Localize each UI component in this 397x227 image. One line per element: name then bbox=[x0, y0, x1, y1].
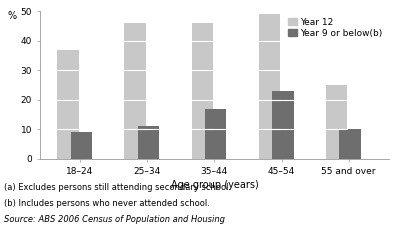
Y-axis label: %: % bbox=[8, 11, 17, 21]
Text: (b) Includes persons who never attended school.: (b) Includes persons who never attended … bbox=[4, 199, 210, 208]
Legend: Year 12, Year 9 or below(b): Year 12, Year 9 or below(b) bbox=[286, 16, 385, 40]
Bar bbox=[191, 23, 213, 159]
Bar bbox=[124, 23, 146, 159]
X-axis label: Age group (years): Age group (years) bbox=[170, 180, 258, 190]
Bar bbox=[138, 126, 159, 159]
Bar bbox=[259, 14, 280, 159]
Bar bbox=[71, 132, 92, 159]
Bar bbox=[205, 109, 226, 159]
Bar bbox=[326, 85, 347, 159]
Bar bbox=[57, 50, 79, 159]
Text: (a) Excludes persons still attending secondary school.: (a) Excludes persons still attending sec… bbox=[4, 183, 231, 192]
Bar bbox=[272, 91, 294, 159]
Bar bbox=[339, 129, 361, 159]
Text: Source: ABS 2006 Census of Population and Housing: Source: ABS 2006 Census of Population an… bbox=[4, 215, 225, 224]
